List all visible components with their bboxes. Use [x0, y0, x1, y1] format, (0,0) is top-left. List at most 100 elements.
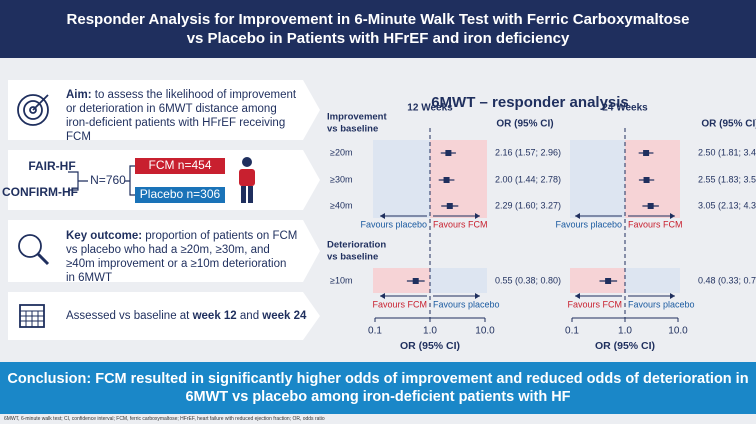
aim: Aim: to assess the likelihood of improve… [66, 88, 298, 144]
panel [8, 80, 320, 140]
category-label: ≥30m [330, 174, 352, 184]
icon [239, 169, 255, 186]
timing-week: week 12 [192, 310, 237, 322]
conclusion: Conclusion: FCM resulted in significantl… [0, 370, 756, 406]
icon [242, 157, 252, 167]
point-estimate [643, 177, 650, 183]
placebo-label: Placebo n=306 [140, 187, 221, 201]
favours-label: Favours FCM [372, 299, 427, 309]
outcome: Key outcome: proportion of patients on F… [66, 229, 298, 285]
title: Responder Analysis for Improvement in 6-… [0, 10, 756, 48]
chart-title: 12 Weeks [407, 103, 453, 114]
icon [29, 106, 37, 114]
bracket [68, 171, 88, 191]
favours-label: Favours placebo [360, 219, 427, 229]
favours-arrowhead [380, 293, 385, 299]
favours-label: Favours placebo [628, 299, 695, 309]
favours-label: Favours placebo [433, 299, 500, 309]
point-estimate [643, 150, 650, 156]
timing: Assessed vs baseline at week 12 and week… [66, 309, 306, 323]
icon [36, 252, 50, 266]
x-tick-label: 1.0 [618, 326, 632, 337]
x-tick-label: 0.1 [565, 326, 579, 337]
category-label: ≥40m [330, 200, 352, 210]
value-label: 0.48 (0.33; 0.71) [698, 275, 756, 285]
favours-arrowhead [670, 213, 675, 219]
fcm-label: FCM n=454 [148, 158, 211, 172]
footnote: 6MWT, 6-minute walk test; CI, confidence… [4, 416, 325, 422]
timing-week: week 24 [262, 310, 307, 322]
x-tick-label: 10.0 [475, 326, 495, 337]
value-label: 2.29 (1.60; 3.27) [495, 200, 561, 210]
favours-arrowhead [575, 293, 580, 299]
point-estimate [605, 278, 612, 284]
icon [18, 234, 42, 258]
section-title: 6MWT – responder analysis [431, 94, 629, 111]
x-tick-label: 1.0 [423, 326, 437, 337]
value-label: 2.00 (1.44; 2.78) [495, 174, 561, 184]
panels [8, 80, 320, 340]
point-estimate [443, 177, 450, 183]
total: N=760 [90, 173, 126, 187]
value-label: 2.16 (1.57; 2.96) [495, 147, 561, 157]
fcm-box [135, 158, 225, 174]
icon [17, 94, 49, 126]
value-label: 0.55 (0.38; 0.80) [495, 275, 561, 285]
placebo-box [135, 187, 225, 203]
group-label: Improvement [327, 112, 387, 123]
bracket [125, 165, 135, 196]
favours-arrowhead [575, 213, 580, 219]
category-label: ≥10m [330, 275, 352, 285]
favours-arrowhead [475, 293, 480, 299]
outcome-label: Key outcome: [66, 230, 143, 242]
title-line: vs Placebo in Patients with HFrEF and ir… [186, 30, 570, 47]
icon [32, 94, 49, 111]
favours-placebo-region [625, 268, 680, 293]
ci-header: OR (95% CI) [701, 119, 756, 130]
conclusion-bar [0, 362, 756, 414]
title-line: Responder Analysis for Improvement in 6-… [66, 11, 690, 28]
conclusion-line: 6MWT vs placebo among iron-deficient pat… [185, 389, 571, 405]
favours-label: Favours FCM [628, 219, 683, 229]
favours-label: Favours FCM [433, 219, 488, 229]
icons [17, 94, 135, 328]
icon [248, 186, 253, 203]
outcome-text: proportion of patients on FCM vs placebo… [66, 230, 298, 284]
person-icon [239, 157, 255, 203]
point-estimate [446, 203, 453, 209]
favours-arrowhead [475, 213, 480, 219]
group-label: Deterioration [327, 240, 386, 251]
value-label: 3.05 (2.13; 4.36) [698, 200, 756, 210]
favours-placebo-region [430, 268, 487, 293]
timing-text: and [236, 310, 263, 322]
favours-label: Favours FCM [567, 299, 622, 309]
point-estimate [445, 150, 452, 156]
icon [23, 100, 43, 120]
value-label: 2.55 (1.83; 3.56) [698, 174, 756, 184]
icon [20, 310, 44, 327]
x-tick-label: 0.1 [368, 326, 382, 337]
point-estimate [412, 278, 419, 284]
panel [8, 292, 320, 340]
panel [8, 220, 320, 282]
aim-text: to assess the likelihood of improvement … [66, 89, 297, 143]
favours-arrowhead [380, 213, 385, 219]
favours-placebo-region [373, 140, 430, 218]
aim-label: Aim: [66, 89, 92, 101]
group-label: vs baseline [327, 124, 378, 135]
value-label: 2.50 (1.81; 3.44) [698, 147, 756, 157]
timing-text: Assessed vs baseline at [66, 310, 193, 322]
x-tick-label: 10.0 [668, 326, 688, 337]
favours-fcm-region [430, 140, 487, 218]
trial: FAIR-HF [28, 159, 75, 173]
conclusion-line: Conclusion: FCM resulted in significantl… [7, 371, 749, 387]
ci-header: OR (95% CI) [496, 119, 553, 130]
group-label: vs baseline [327, 252, 378, 263]
trial: CONFIRM-HF [2, 185, 78, 199]
point-estimate [647, 203, 654, 209]
favours-arrowhead [670, 293, 675, 299]
x-axis-label: OR (95% CI) [595, 340, 655, 352]
x-axis-label: OR (95% CI) [400, 340, 460, 352]
favours-placebo-region [570, 140, 625, 218]
